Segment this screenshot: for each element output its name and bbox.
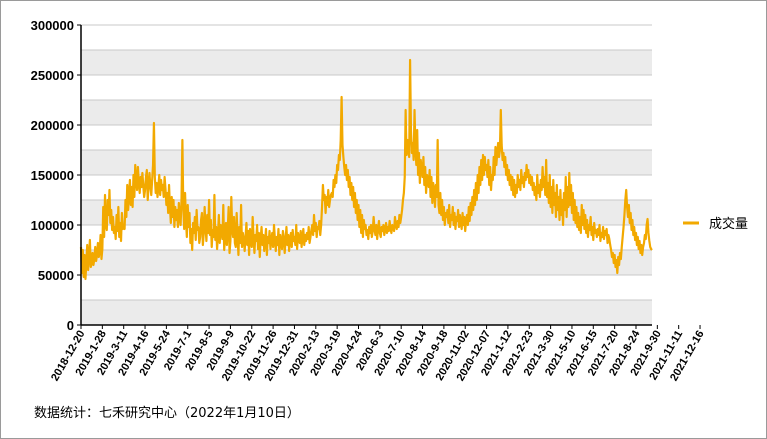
grid-band-light (81, 125, 652, 150)
y-tick-label: 100000 (31, 218, 74, 233)
y-tick-label: 0 (67, 318, 74, 333)
grid-band-dark (81, 100, 652, 125)
y-tick-label: 250000 (31, 68, 74, 83)
y-tick-label: 300000 (31, 18, 74, 33)
grid-band-dark (81, 50, 652, 75)
grid-band-dark (81, 150, 652, 175)
grid-band-light (81, 25, 652, 50)
y-tick-label: 200000 (31, 118, 74, 133)
source-note: 数据统计：七禾研究中心（2022年1月10日） (34, 406, 300, 421)
x-axis-ticks: 2018-12-202019-1-282019-3-112019-4-16201… (49, 325, 707, 383)
grid-band-dark (81, 300, 652, 325)
legend: 成交量 (683, 216, 748, 232)
y-tick-label: 150000 (31, 168, 74, 183)
series-line-成交量 (79, 58, 653, 281)
legend-label: 成交量 (709, 216, 748, 232)
y-axis-ticks: 0 50000 100000 150000 200000 250000 300000 (31, 18, 81, 333)
grid-band-light (81, 75, 652, 100)
grid-band-light (81, 275, 652, 300)
series-layer (79, 58, 653, 281)
y-tick-label: 50000 (38, 268, 74, 283)
grid-band-dark (81, 250, 652, 275)
